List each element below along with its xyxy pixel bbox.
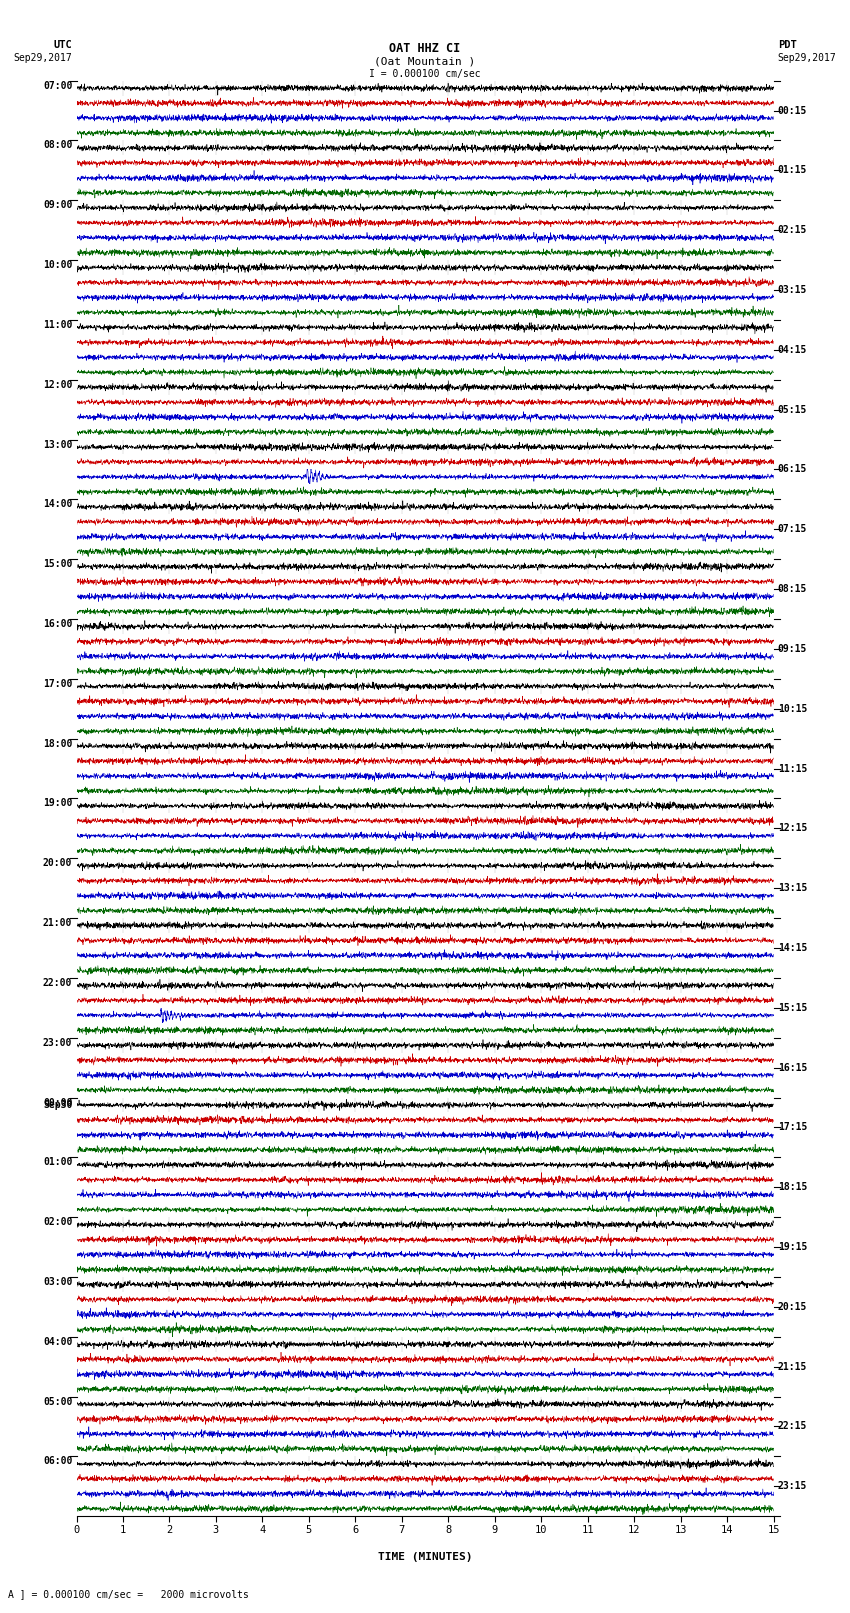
Text: 06:00: 06:00 (42, 1457, 72, 1466)
Text: 13:15: 13:15 (778, 884, 807, 894)
Text: 08:00: 08:00 (42, 140, 72, 150)
Text: 04:15: 04:15 (778, 345, 807, 355)
Text: 15:15: 15:15 (778, 1003, 807, 1013)
Text: A ] = 0.000100 cm/sec =   2000 microvolts: A ] = 0.000100 cm/sec = 2000 microvolts (8, 1589, 249, 1598)
Text: 00:00: 00:00 (42, 1097, 72, 1108)
Text: 22:00: 22:00 (42, 977, 72, 987)
Text: 17:15: 17:15 (778, 1123, 807, 1132)
Text: 03:00: 03:00 (42, 1277, 72, 1287)
Text: Sep29,2017: Sep29,2017 (14, 53, 72, 63)
Text: 05:00: 05:00 (42, 1397, 72, 1407)
Text: 20:15: 20:15 (778, 1302, 807, 1311)
Text: 19:15: 19:15 (778, 1242, 807, 1252)
Text: PDT: PDT (778, 40, 796, 50)
Text: 05:15: 05:15 (778, 405, 807, 415)
Text: 20:00: 20:00 (42, 858, 72, 868)
Text: 07:00: 07:00 (42, 81, 72, 90)
Text: 18:00: 18:00 (42, 739, 72, 748)
Text: 21:00: 21:00 (42, 918, 72, 927)
Text: 02:00: 02:00 (42, 1218, 72, 1227)
Text: 01:15: 01:15 (778, 166, 807, 176)
Text: 23:15: 23:15 (778, 1481, 807, 1492)
Text: 23:00: 23:00 (42, 1037, 72, 1048)
Text: 01:00: 01:00 (42, 1158, 72, 1168)
Text: 12:00: 12:00 (42, 379, 72, 390)
Text: 14:15: 14:15 (778, 944, 807, 953)
Text: 11:00: 11:00 (42, 319, 72, 331)
Text: 10:00: 10:00 (42, 260, 72, 269)
Text: 09:00: 09:00 (42, 200, 72, 210)
Text: 15:00: 15:00 (42, 560, 72, 569)
Text: 17:00: 17:00 (42, 679, 72, 689)
Text: 08:15: 08:15 (778, 584, 807, 594)
Text: (Oat Mountain ): (Oat Mountain ) (374, 56, 476, 66)
Text: Sep30: Sep30 (42, 1100, 72, 1110)
Text: 00:15: 00:15 (778, 105, 807, 116)
Text: 21:15: 21:15 (778, 1361, 807, 1371)
Text: 03:15: 03:15 (778, 286, 807, 295)
Text: 18:15: 18:15 (778, 1182, 807, 1192)
Text: 11:15: 11:15 (778, 763, 807, 774)
Text: 14:00: 14:00 (42, 500, 72, 510)
Text: 02:15: 02:15 (778, 226, 807, 235)
Text: 10:15: 10:15 (778, 703, 807, 713)
Text: 09:15: 09:15 (778, 644, 807, 653)
Text: TIME (MINUTES): TIME (MINUTES) (377, 1552, 473, 1561)
Text: 16:00: 16:00 (42, 619, 72, 629)
Text: 04:00: 04:00 (42, 1337, 72, 1347)
Text: Sep29,2017: Sep29,2017 (778, 53, 836, 63)
Text: 07:15: 07:15 (778, 524, 807, 534)
Text: I = 0.000100 cm/sec: I = 0.000100 cm/sec (369, 69, 481, 79)
Text: 06:15: 06:15 (778, 465, 807, 474)
Text: 13:00: 13:00 (42, 440, 72, 450)
Text: 16:15: 16:15 (778, 1063, 807, 1073)
Text: 22:15: 22:15 (778, 1421, 807, 1431)
Text: 12:15: 12:15 (778, 823, 807, 834)
Text: OAT HHZ CI: OAT HHZ CI (389, 42, 461, 55)
Text: UTC: UTC (54, 40, 72, 50)
Text: 19:00: 19:00 (42, 798, 72, 808)
